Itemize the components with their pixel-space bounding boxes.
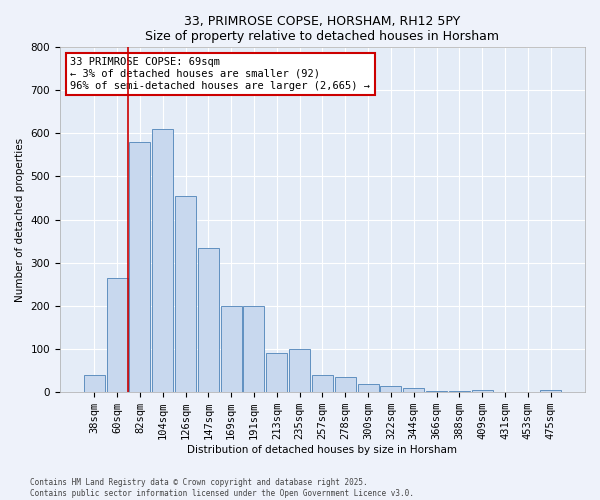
Bar [289, 349, 310, 392]
Bar [84, 375, 105, 392]
X-axis label: Distribution of detached houses by size in Horsham: Distribution of detached houses by size … [187, 445, 457, 455]
Bar [175, 196, 196, 392]
Text: 33 PRIMROSE COPSE: 69sqm
← 3% of detached houses are smaller (92)
96% of semi-de: 33 PRIMROSE COPSE: 69sqm ← 3% of detache… [70, 58, 370, 90]
Bar [358, 384, 379, 392]
Text: Contains HM Land Registry data © Crown copyright and database right 2025.
Contai: Contains HM Land Registry data © Crown c… [30, 478, 414, 498]
Bar [540, 390, 561, 392]
Bar [107, 278, 128, 392]
Bar [221, 306, 242, 392]
Bar [266, 354, 287, 392]
Bar [403, 388, 424, 392]
Title: 33, PRIMROSE COPSE, HORSHAM, RH12 5PY
Size of property relative to detached hous: 33, PRIMROSE COPSE, HORSHAM, RH12 5PY Si… [145, 15, 499, 43]
Bar [198, 248, 219, 392]
Y-axis label: Number of detached properties: Number of detached properties [15, 138, 25, 302]
Bar [426, 391, 447, 392]
Bar [152, 129, 173, 392]
Bar [244, 306, 265, 392]
Bar [130, 142, 151, 392]
Bar [312, 375, 333, 392]
Bar [335, 377, 356, 392]
Bar [449, 391, 470, 392]
Bar [380, 386, 401, 392]
Bar [472, 390, 493, 392]
